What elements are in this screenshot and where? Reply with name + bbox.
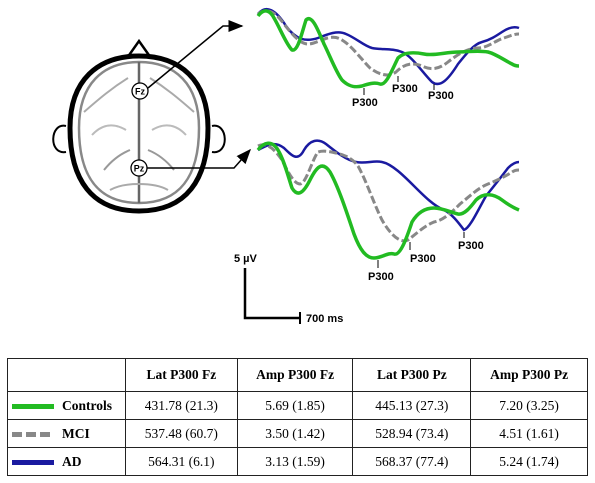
table-cell: 5.69 (1.85) — [236, 391, 354, 420]
amplitude-scale-label: 5 µV — [234, 253, 258, 265]
head-diagram: Fz Pz — [52, 38, 226, 214]
fz-controls-trace — [256, 9, 520, 89]
pz-mci-p300-label: P300 — [410, 253, 436, 265]
table-cell: 537.48 (60.7) — [124, 419, 238, 448]
right-central-sulcus — [151, 124, 187, 136]
left-ear — [52, 124, 67, 154]
pz-ad-p300-label: P300 — [458, 240, 484, 252]
group-cell-ad: AD — [7, 447, 126, 476]
pz-controls-trace — [256, 141, 520, 260]
erp-figure: Fz Pz P300 P300 P300 P300 P300 P300 5 µV… — [52, 7, 520, 325]
header-lat-p300-pz: Lat P300 Pz — [352, 358, 472, 392]
table-cell: 5.24 (1.74) — [470, 447, 588, 476]
group-cell-mci: MCI — [7, 419, 126, 448]
group-name: MCI — [62, 425, 90, 441]
header-amp-p300-fz: Amp P300 Fz — [236, 358, 354, 392]
table-row: AD 564.31 (6.1) 3.13 (1.59) 568.37 (77.4… — [7, 447, 588, 476]
table-cell: 4.51 (1.61) — [470, 419, 588, 448]
group-name: Controls — [62, 397, 113, 413]
table-cell: 564.31 (6.1) — [124, 447, 238, 476]
left-sulcus-upper — [83, 77, 129, 113]
header-lat-p300-fz: Lat P300 Fz — [124, 358, 238, 392]
table-cell: 3.50 (1.42) — [236, 419, 354, 448]
pz-controls-p300-label: P300 — [368, 271, 394, 283]
pz-mci-trace — [257, 143, 520, 243]
left-central-sulcus — [91, 124, 127, 136]
table-cell: 431.78 (21.3) — [124, 391, 238, 420]
fz-mci-p300-label: P300 — [392, 83, 418, 95]
right-ear — [211, 124, 226, 154]
scale-bar: 5 µV 700 ms — [234, 253, 343, 325]
group-cell-controls: Controls — [7, 391, 126, 420]
table-cell: 445.13 (27.3) — [352, 391, 472, 420]
fz-arrow — [147, 20, 244, 89]
pz-arrow — [147, 148, 251, 169]
group-name: AD — [62, 453, 82, 469]
table-header-row: Lat P300 Fz Amp P300 Fz Lat P300 Pz Amp … — [7, 358, 588, 392]
left-sulcus-lower — [103, 149, 131, 171]
pz-electrode-label: Pz — [134, 164, 145, 174]
header-amp-p300-pz: Amp P300 Pz — [470, 358, 588, 392]
table-cell: 568.37 (77.4) — [352, 447, 472, 476]
pz-ad-trace — [257, 139, 520, 232]
controls-swatch — [12, 403, 54, 409]
header-empty — [7, 358, 126, 392]
table-cell: 7.20 (3.25) — [470, 391, 588, 420]
fz-electrode — [131, 82, 149, 100]
table-cell: 528.94 (73.4) — [352, 419, 472, 448]
table-row: Controls 431.78 (21.3) 5.69 (1.85) 445.1… — [7, 391, 588, 420]
p300-results-table: Lat P300 Fz Amp P300 Fz Lat P300 Pz Amp … — [7, 358, 588, 476]
ad-swatch — [12, 459, 54, 465]
table-cell: 3.13 (1.59) — [236, 447, 354, 476]
pz-waveforms: P300 P300 P300 — [256, 139, 520, 283]
time-scale-label: 700 ms — [306, 313, 343, 325]
fz-ad-trace — [257, 7, 520, 86]
fz-waveforms: P300 P300 P300 — [256, 7, 520, 109]
mci-swatch — [12, 431, 54, 437]
fz-electrode-label: Fz — [135, 87, 145, 97]
fz-controls-p300-label: P300 — [352, 97, 378, 109]
table-row: MCI 537.48 (60.7) 3.50 (1.42) 528.94 (73… — [7, 419, 588, 448]
fz-ad-p300-label: P300 — [428, 90, 454, 102]
right-sulcus-upper — [149, 77, 195, 113]
occipital-sulci — [109, 183, 169, 191]
